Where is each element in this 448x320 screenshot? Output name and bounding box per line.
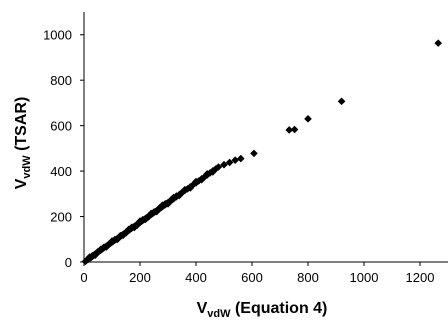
x-tick-label: 600 — [241, 270, 263, 285]
y-tick-label: 1000 — [43, 28, 72, 43]
data-point — [172, 192, 181, 200]
data-point — [99, 243, 108, 252]
plot-area — [83, 12, 448, 263]
data-point — [211, 165, 220, 173]
data-point — [250, 149, 258, 158]
y-tick-label: 0 — [65, 255, 72, 270]
data-point — [105, 240, 113, 248]
data-point — [133, 221, 141, 229]
data-point — [290, 125, 299, 134]
x-tick-label: 200 — [129, 270, 151, 285]
y-tick-label: 800 — [50, 73, 72, 88]
data-point — [197, 175, 206, 184]
x-tick-label: 0 — [80, 270, 87, 285]
data-point — [237, 154, 245, 163]
data-point — [203, 170, 211, 178]
data-point — [94, 247, 102, 256]
y-axis-ticks: 0 200 400 600 800 1000 — [43, 28, 84, 270]
data-point — [85, 253, 94, 261]
data-points — [81, 39, 442, 266]
data-point — [337, 97, 346, 106]
data-point — [169, 193, 178, 202]
data-point — [304, 115, 312, 123]
data-point — [144, 213, 153, 221]
data-point — [155, 204, 164, 212]
data-point — [161, 200, 169, 208]
y-tick-label: 400 — [50, 164, 72, 179]
data-point — [122, 229, 130, 237]
data-point — [139, 215, 147, 224]
x-tick-label: 1000 — [350, 270, 379, 285]
data-point — [116, 231, 125, 240]
data-point — [150, 208, 158, 216]
data-point — [231, 156, 239, 164]
data-point — [225, 158, 234, 167]
data-point — [434, 39, 442, 47]
data-point — [186, 184, 195, 192]
data-point — [285, 126, 294, 134]
x-tick-label: 1200 — [406, 270, 435, 285]
data-point — [209, 168, 217, 176]
x-axis-ticks: 0 200 400 600 800 1000 1200 — [80, 262, 434, 285]
x-axis-title: VvdW (Equation 4) — [197, 300, 328, 320]
data-point — [167, 196, 175, 204]
data-point — [214, 163, 223, 171]
x-tick-label: 800 — [297, 270, 319, 285]
data-point — [147, 209, 155, 218]
data-point — [189, 180, 197, 189]
y-tick-label: 600 — [50, 119, 72, 134]
y-axis-title: VvdW (TSAR) — [13, 97, 33, 190]
data-point — [220, 160, 228, 169]
data-point — [88, 251, 97, 260]
data-point — [181, 185, 189, 194]
x-tick-label: 400 — [185, 270, 207, 285]
data-point — [127, 223, 136, 232]
data-point — [125, 225, 133, 234]
data-point — [178, 188, 186, 197]
y-tick-label: 200 — [50, 210, 72, 225]
data-point — [111, 235, 119, 244]
